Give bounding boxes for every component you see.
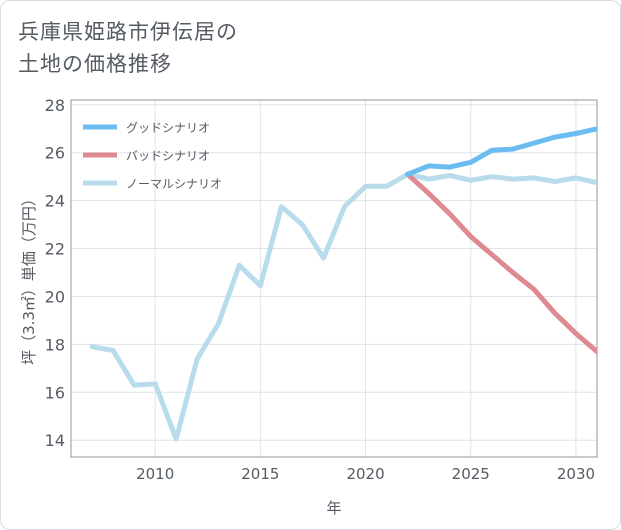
series-line-good-scenario: [405, 126, 597, 177]
x-tick-label: 2025: [452, 465, 490, 483]
chart-title-line-1: 兵庫県姫路市伊伝居の: [18, 20, 238, 44]
plot-area-border: [70, 99, 598, 458]
y-axis-label: 坪（3.3㎡）単価（万円）: [20, 191, 38, 365]
y-tick-label: 22: [45, 240, 65, 259]
series-line-normal-scenario: [89, 171, 597, 442]
y-tick-label: 14: [45, 431, 65, 450]
series-layer: [89, 126, 597, 442]
legend-label-good-scenario: グッドシナリオ: [126, 121, 210, 135]
x-tick-label: 2010: [136, 465, 174, 483]
y-tick-label: 16: [45, 383, 65, 402]
x-tick-label: 2030: [557, 465, 595, 483]
y-tick-label: 26: [45, 144, 65, 163]
x-axis-label: 年: [326, 499, 341, 517]
y-tick-label: 18: [45, 335, 65, 354]
chart-title: 兵庫県姫路市伊伝居の 土地の価格推移: [18, 16, 438, 80]
y-tick-label: 24: [45, 192, 65, 211]
x-tick-label: 2015: [241, 465, 279, 483]
y-tick-label: 20: [45, 287, 65, 306]
y-tick-label: 28: [45, 96, 65, 115]
legend-label-bad-scenario: バッドシナリオ: [126, 149, 210, 163]
legend-label-normal-scenario: ノーマルシナリオ: [126, 177, 222, 191]
tick-labels: 14 16 18 20 22 24 26 28 2010 2015 2020 2025 2030: [45, 96, 595, 483]
series-line-bad-scenario: [405, 171, 597, 355]
grid-layer: [71, 100, 597, 457]
x-tick-label: 2020: [346, 465, 384, 483]
chart-title-line-2: 土地の価格推移: [18, 52, 172, 76]
